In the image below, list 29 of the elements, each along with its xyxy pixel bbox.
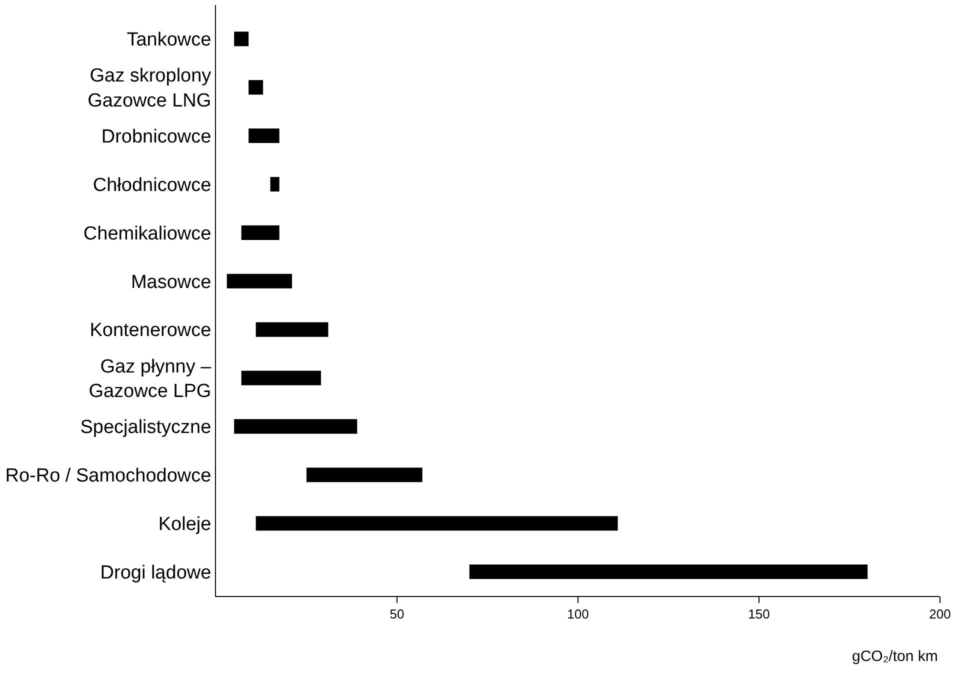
bar: [270, 176, 280, 192]
y-tick-label: Ro-Ro / Samochodowce: [5, 466, 212, 487]
bar: [469, 564, 868, 580]
bar: [226, 274, 292, 288]
x-tick-label: 150: [748, 606, 770, 622]
bar: [234, 419, 358, 434]
y-tick-label: Drogi lądowe: [100, 562, 212, 584]
bar: [234, 32, 249, 46]
x-tick-label: 50: [390, 606, 404, 622]
bar: [306, 468, 422, 482]
y-tick-label: Gaz płynny – Gazowce LPG: [88, 356, 212, 402]
x-axis-title: gCO₂/ton km: [852, 648, 938, 665]
y-tick-label: Chemikaliowce: [83, 223, 212, 244]
x-tick-label: 200: [929, 606, 951, 622]
y-tick-label: Kontenerowce: [90, 320, 212, 342]
y-tick-label: Koleje: [158, 514, 212, 535]
y-tick-label: Masowce: [130, 272, 212, 293]
y-tick-label: Specjalistyczne: [80, 417, 212, 438]
y-tick-label: Gaz skroplony Gazowce LNG: [88, 66, 212, 112]
y-tick-label: Chłodnicowce: [92, 174, 212, 196]
bar: [248, 80, 264, 95]
y-tick-label: Drobnicowce: [101, 126, 212, 148]
bar: [241, 225, 280, 240]
bar: [256, 516, 618, 531]
bar: [241, 370, 321, 386]
bar: [256, 322, 328, 337]
y-tick-label: Tankowce: [126, 30, 212, 51]
x-tick-label: 100: [567, 606, 589, 622]
bar: [248, 128, 280, 144]
